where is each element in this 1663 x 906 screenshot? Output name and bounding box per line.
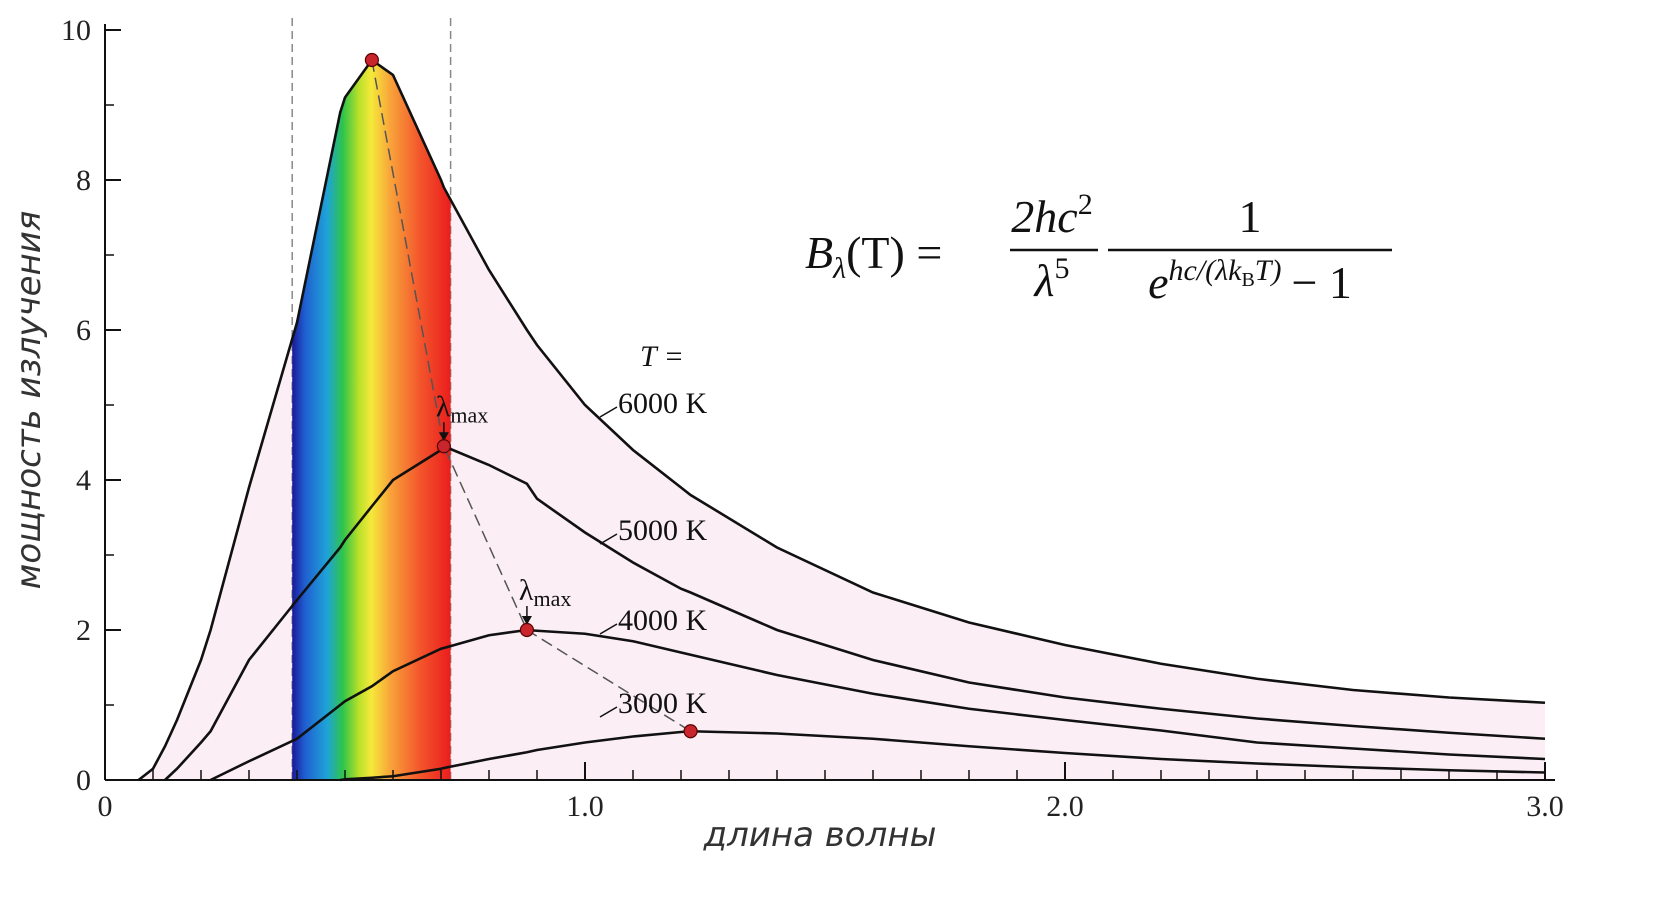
peak-dot [683,724,698,739]
series-line [164,444,1546,781]
peak-dot [436,439,451,454]
x-tick-label: 0 [98,790,113,823]
formula-part: (T) = [846,227,942,278]
series-line [210,628,1546,782]
peak-locus [371,59,691,732]
lambda-max-label: λmax [519,574,571,611]
series-label: 3000 K [618,687,708,720]
leader-line [599,706,618,718]
lambda-subscript: max [450,402,488,427]
temperature-label: T = [640,340,684,373]
area-under-curve [138,60,1546,780]
series-line [137,58,1546,782]
leader-line [599,623,618,635]
lambda-symbol: λ [519,574,534,607]
x-tick-label: 2.0 [1046,790,1084,823]
formula-part: T) [1255,254,1282,287]
formula-den2: ehc/(λkBT) − 1 [1148,254,1352,308]
formula-part: 5 [1054,252,1069,285]
arrow-head [438,432,449,442]
formula-part: λ [832,252,846,285]
series-line [339,729,1546,782]
series-label: 6000 K [618,387,708,420]
peak-dot [364,52,379,68]
y-tick-label: 2 [76,614,91,647]
x-tick-label: 3.0 [1526,790,1564,823]
formula-part: hc/(λk [1168,254,1242,287]
x-tick-label: 1.0 [566,790,604,823]
y-tick-label: 4 [76,464,91,497]
series-label: 4000 K [618,604,708,637]
lambda-max-label: λmax [436,390,488,427]
formula-den1: λ5 [1033,252,1070,306]
x-axis-label: длина волны [703,815,937,855]
formula-part: 2 [1078,188,1093,221]
formula-part: B [805,227,833,278]
visible-spectrum [292,60,451,780]
formula-lhs: Bλ(T) = [805,227,942,285]
y-tick-label: 0 [76,764,91,797]
formula: Bλ(T) = 2hc2 λ5 1 ehc/(λkBT) − 1 [805,188,1392,308]
formula-num1: 2hc2 [1011,188,1092,242]
formula-part: B [1241,269,1254,291]
lambda-symbol: λ [436,390,451,423]
formula-part: λ [1033,255,1055,306]
leader-line [599,533,618,545]
y-tick-label: 10 [61,14,91,47]
formula-part: − 1 [1291,257,1351,308]
leader-line [599,406,618,418]
lambda-subscript: max [533,586,571,611]
series-label: 5000 K [618,514,708,547]
formula-num2: 1 [1239,191,1262,242]
formula-part: 2hc [1011,191,1077,242]
y-tick-label: 6 [76,314,91,347]
arrow-head [521,616,532,625]
formula-part: e [1148,257,1168,308]
y-tick-label: 8 [76,164,91,197]
peak-dot [519,622,535,638]
y-axis-label: мощность излучения [9,211,49,590]
